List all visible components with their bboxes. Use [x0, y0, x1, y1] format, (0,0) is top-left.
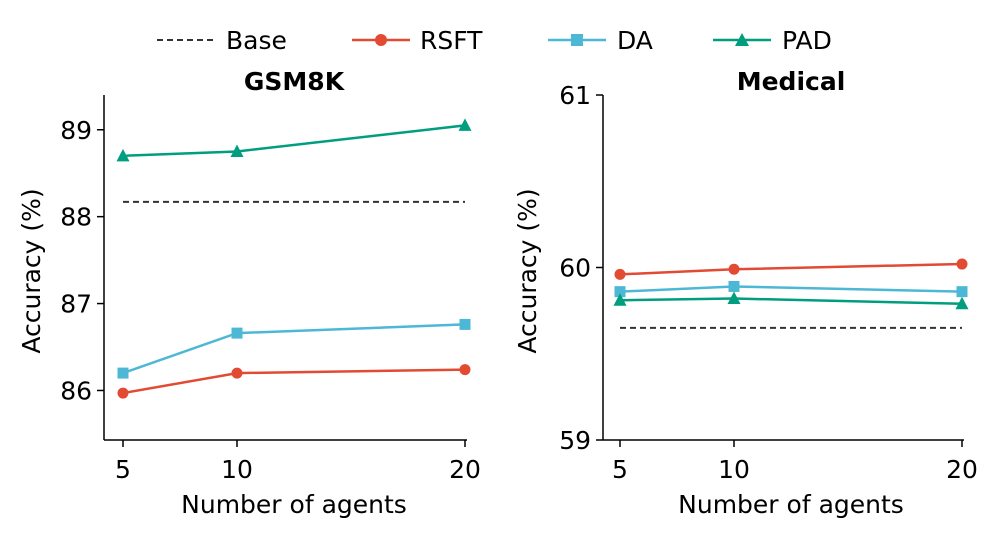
series-da-point	[459, 318, 471, 330]
series-pad-point	[727, 291, 741, 305]
legend-rsft-marker	[375, 34, 387, 46]
series-pad-point	[458, 118, 472, 131]
series-rsft-point	[728, 263, 740, 275]
y-ticks: 59 60 61	[559, 81, 603, 455]
series-da-line	[122, 323, 466, 375]
y-tick-label: 60	[559, 254, 591, 283]
legend-pad-marker	[735, 33, 749, 46]
chart-title: Medical	[737, 67, 846, 96]
y-tick-label: 87	[60, 290, 92, 319]
series-pad-line	[122, 124, 466, 158]
plot-area	[116, 118, 472, 399]
legend-entry-da: DA	[548, 26, 653, 55]
series-da-point	[614, 286, 626, 298]
x-ticks: 5 10 20	[115, 440, 481, 484]
y-tick-label: 59	[559, 426, 591, 455]
series-rsft-point	[459, 364, 471, 376]
legend-da-marker	[571, 34, 583, 46]
series-da-point	[231, 327, 243, 339]
series-da-point	[117, 367, 129, 379]
x-tick-label: 10	[718, 455, 750, 484]
legend-entry-base: Base	[157, 26, 287, 55]
y-tick-label: 89	[60, 116, 92, 145]
legend-pad-label: PAD	[782, 26, 832, 55]
x-tick-label: 5	[612, 455, 628, 484]
y-axis-label: Accuracy (%)	[17, 188, 46, 353]
series-da-point	[728, 280, 740, 292]
series-rsft-point	[231, 367, 243, 379]
series-rsft-point	[614, 268, 626, 280]
legend-entry-rsft: RSFT	[352, 26, 483, 55]
legend-da-label: DA	[617, 26, 653, 55]
series-pad-point	[613, 293, 627, 306]
series-rsft-point	[956, 258, 968, 270]
chart-title: GSM8K	[244, 67, 346, 96]
legend-entry-pad: PAD	[713, 26, 832, 55]
x-tick-label: 5	[115, 455, 131, 484]
y-axis-label: Accuracy (%)	[513, 188, 542, 353]
series-pad-point	[955, 296, 969, 310]
x-tick-label: 20	[946, 455, 978, 484]
series-pad-point	[116, 148, 130, 162]
y-tick-label: 88	[60, 203, 92, 232]
series-pad-line	[619, 297, 963, 305]
chart-medical: Medical 59 60 61 5 10 20 Number of agents Ac…	[513, 67, 978, 519]
series-rsft-line	[619, 262, 963, 276]
x-ticks: 5 10 20	[612, 440, 978, 484]
y-tick-label: 61	[559, 81, 591, 110]
series-rsft-point	[117, 387, 129, 399]
x-axis-label: Number of agents	[678, 490, 904, 519]
axes	[103, 95, 467, 441]
chart-gsm8k: GSM8K 86 87 88 89 5 10 20 Number of agents Ac…	[17, 67, 481, 519]
legend-rsft-label: RSFT	[420, 26, 483, 55]
legend-base-label: Base	[226, 26, 287, 55]
series-da-point	[956, 286, 968, 298]
x-axis-label: Number of agents	[181, 490, 407, 519]
series-pad-point	[230, 144, 244, 157]
plot-area	[613, 258, 969, 329]
series-da-line	[619, 285, 963, 293]
legend: Base RSFT DA PAD	[157, 26, 832, 55]
x-tick-label: 20	[449, 455, 481, 484]
x-tick-label: 10	[221, 455, 253, 484]
y-tick-label: 86	[60, 376, 92, 405]
series-rsft-line	[122, 368, 466, 395]
y-ticks: 86 87 88 89	[60, 116, 104, 405]
